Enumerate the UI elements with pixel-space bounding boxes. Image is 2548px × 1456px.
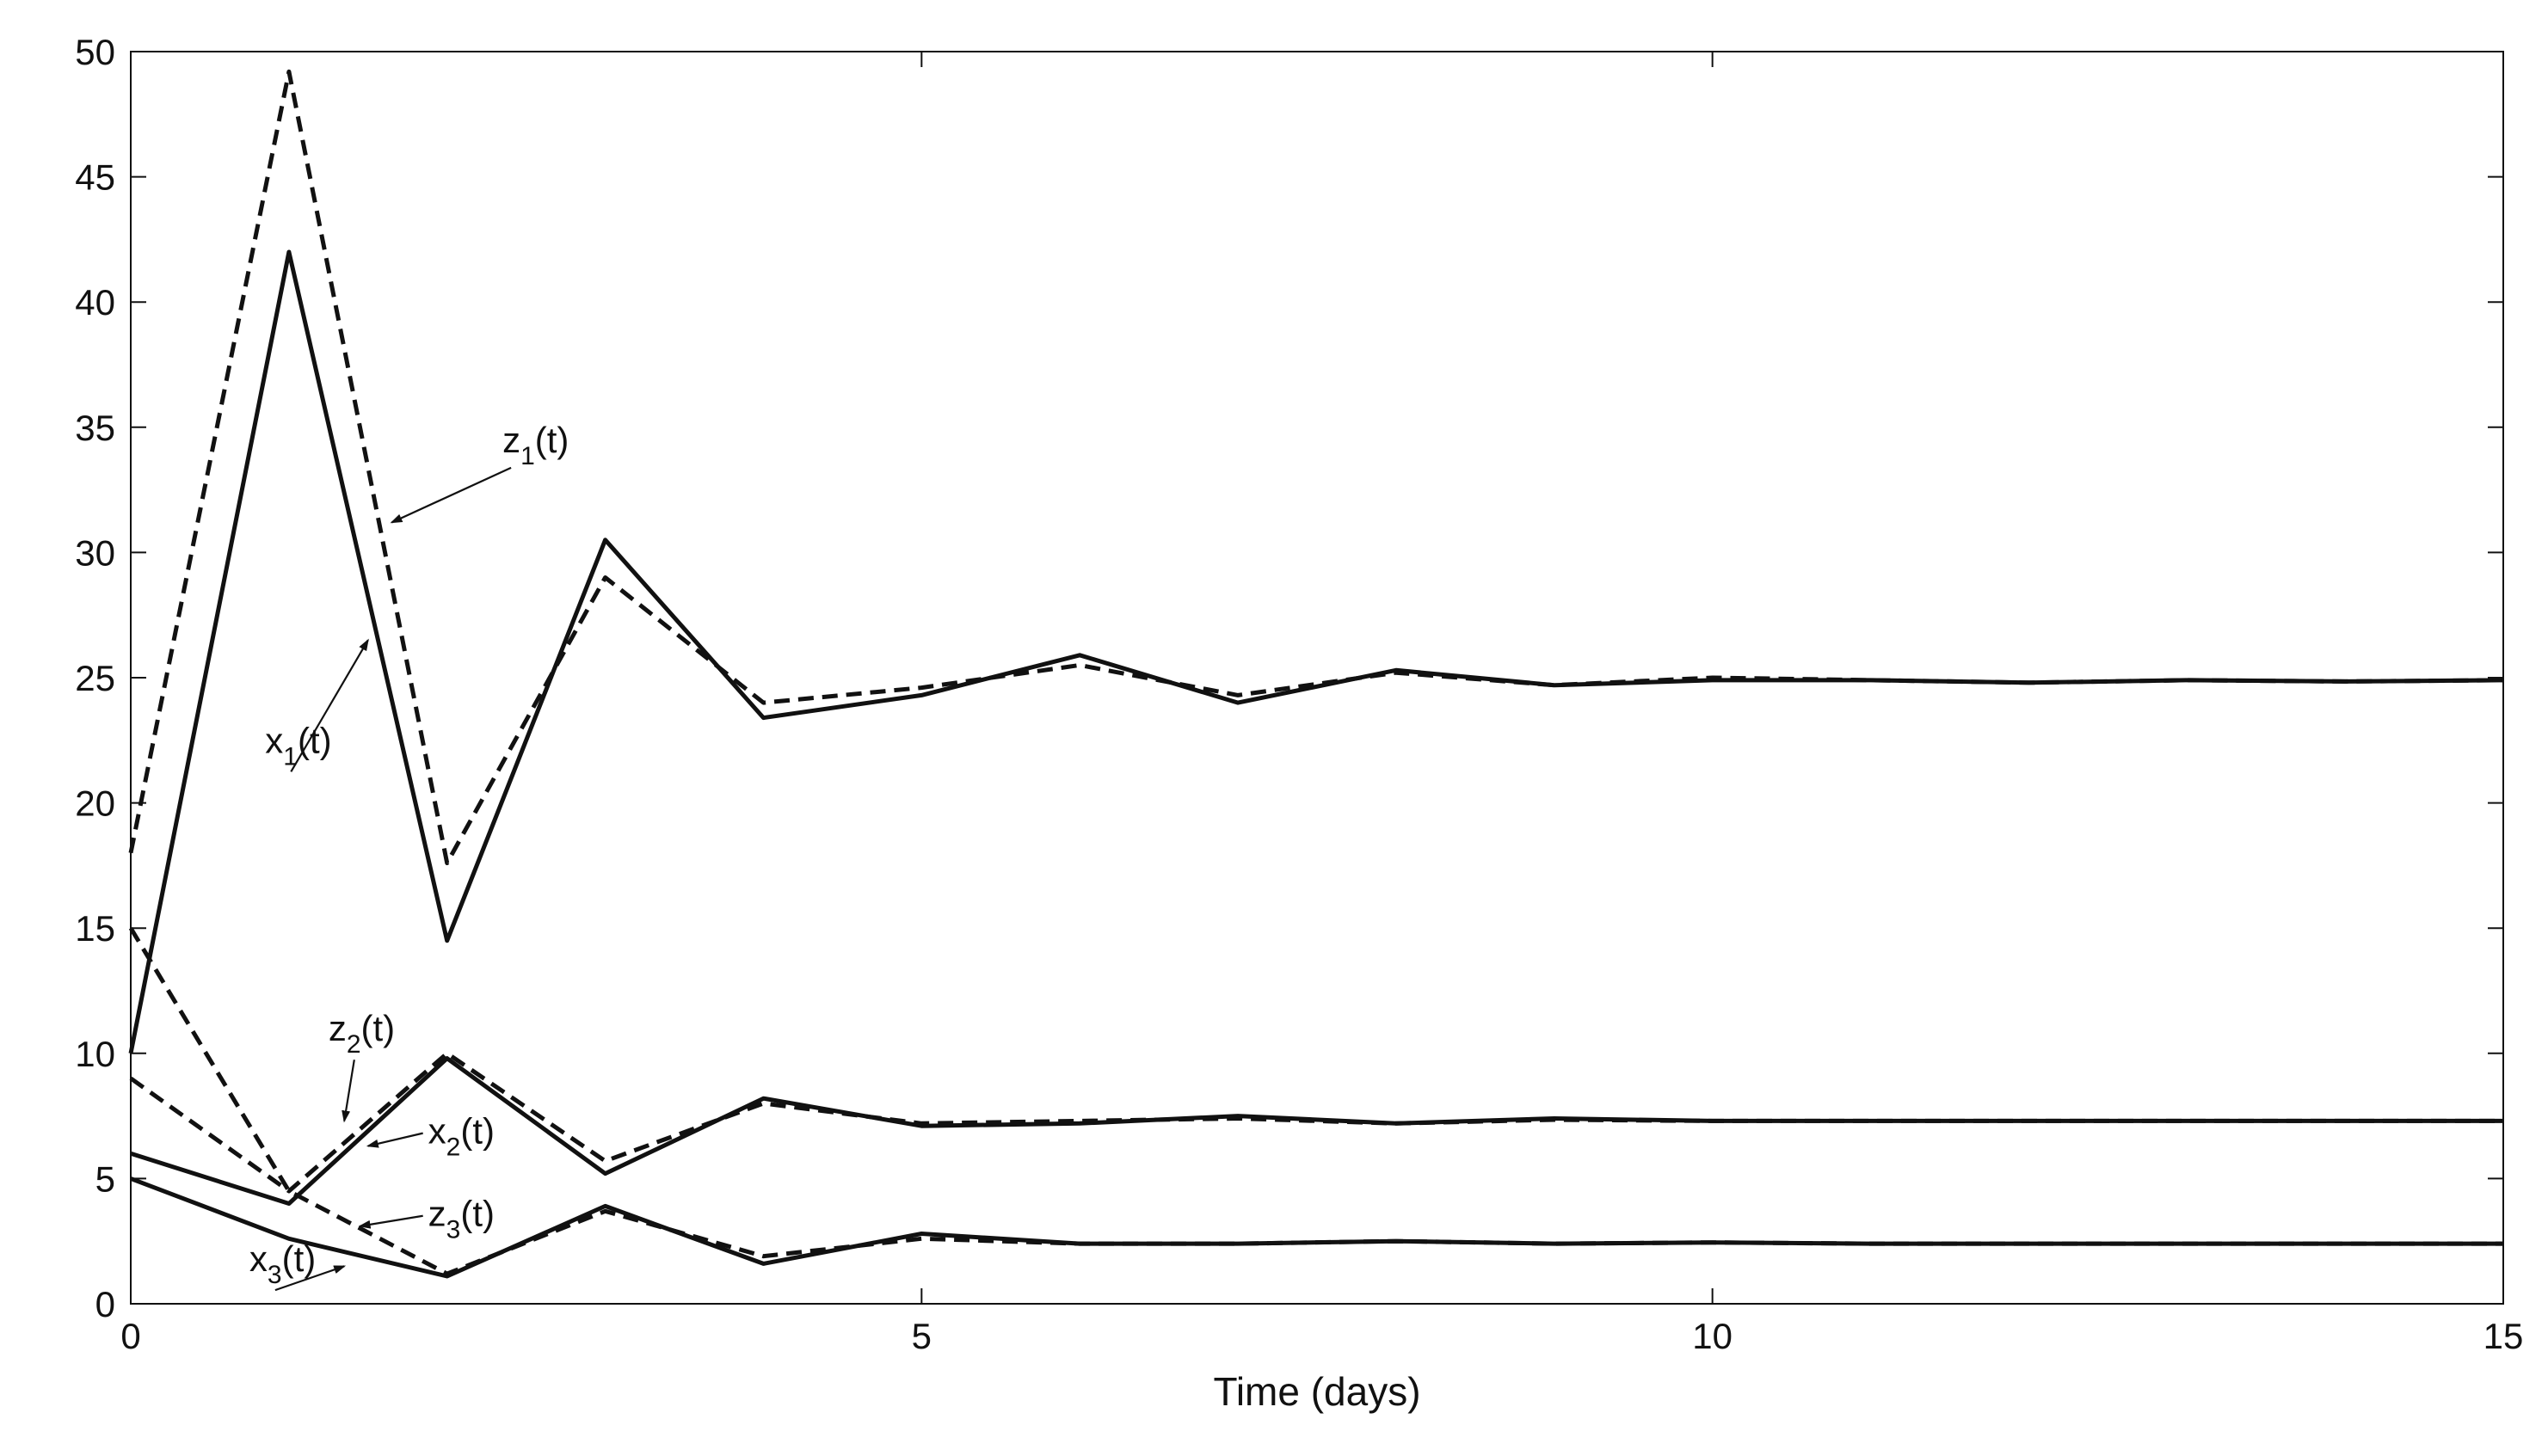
series-line-z2t — [129, 1051, 2503, 1194]
annotation-label: x1(t) — [265, 720, 331, 771]
annotation-arrow — [342, 1060, 355, 1123]
annotation-arrow — [358, 1214, 423, 1229]
x-tick-label: 0 — [120, 1316, 140, 1356]
annotations-group: z1(t) x1(t) z2(t) x2(t) z3(t) x3(t) — [249, 420, 569, 1292]
ticks-group: 0 5 10 15 0 5 10 15 20 25 30 35 40 45 50 — [75, 32, 2523, 1356]
x-axis-label: Time (days) — [1213, 1369, 1420, 1414]
y-tick-label: 15 — [75, 908, 115, 949]
series-line-z3t — [128, 926, 2503, 1276]
x-tick-label: 5 — [912, 1316, 932, 1356]
x-tick-label: 10 — [1692, 1316, 1733, 1356]
annotation-label: z2(t) — [329, 1008, 395, 1059]
y-tick-label: 0 — [95, 1284, 115, 1324]
annotation-z2: z2(t) — [329, 1008, 395, 1123]
annotation-x1: x1(t) — [265, 638, 369, 772]
annotation-arrow — [290, 638, 369, 772]
annotation-label: x3(t) — [249, 1238, 316, 1289]
y-tick-label: 45 — [75, 157, 115, 198]
y-tick-label: 50 — [75, 32, 115, 72]
y-tick-label: 35 — [75, 408, 115, 448]
series-line-z1t — [128, 69, 2504, 865]
annotation-x3: x3(t) — [249, 1238, 347, 1292]
y-tick-label: 40 — [75, 282, 115, 323]
annotation-label: x2(t) — [428, 1111, 495, 1162]
x-tick-label: 15 — [2483, 1316, 2524, 1356]
y-tick-label: 30 — [75, 532, 115, 573]
y-tick-label: 20 — [75, 783, 115, 824]
series-line-x1t — [128, 249, 2504, 1054]
annotation-arrow — [274, 1265, 347, 1292]
y-tick-label: 5 — [95, 1158, 115, 1199]
annotation-label: z3(t) — [428, 1194, 495, 1244]
y-tick-label: 10 — [75, 1034, 115, 1074]
annotation-label: z1(t) — [502, 420, 569, 470]
annotation-arrow — [366, 1132, 423, 1148]
annotation-z1: z1(t) — [390, 420, 569, 524]
y-tick-label: 25 — [75, 658, 115, 698]
annotation-arrow — [390, 466, 512, 524]
annotation-z3: z3(t) — [358, 1194, 495, 1244]
annotation-x2: x2(t) — [366, 1111, 495, 1162]
series-group — [128, 69, 2504, 1279]
